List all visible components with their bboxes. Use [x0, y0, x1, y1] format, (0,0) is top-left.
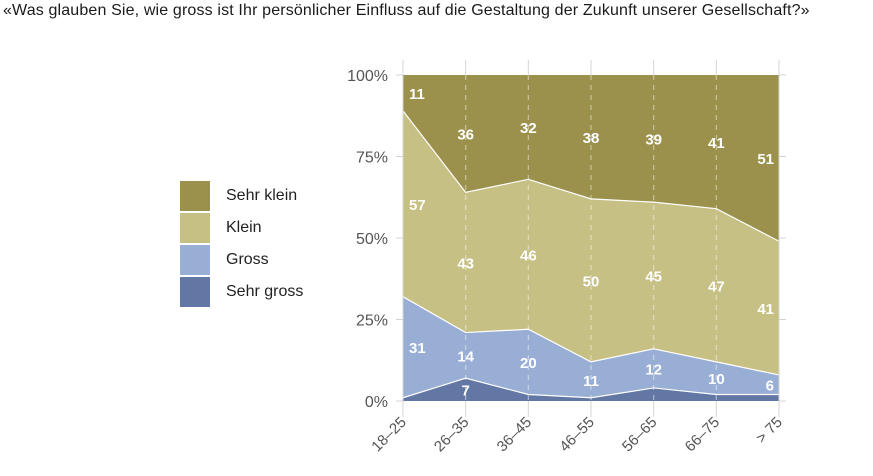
vertical-gridlines	[465, 75, 717, 401]
data-label: 50	[583, 273, 600, 290]
boundary-line	[402, 110, 780, 242]
data-label: 36	[457, 127, 474, 144]
data-label: 43	[457, 255, 474, 272]
data-label: 46	[520, 247, 537, 264]
data-label: 51	[757, 151, 774, 168]
boundary-line	[402, 377, 779, 399]
legend: Sehr klein Klein Gross Sehr gross	[180, 180, 303, 308]
x-tick-label: 46–55	[556, 414, 598, 456]
data-label: 6	[766, 378, 774, 395]
y-tick-label: 0%	[365, 394, 388, 411]
legend-swatch-gross	[180, 245, 210, 275]
x-tick-label: 36–45	[494, 414, 536, 456]
legend-item-gross: Gross	[180, 244, 303, 276]
area-sehr-klein	[403, 75, 779, 242]
data-label: 11	[409, 86, 425, 103]
data-label: 11	[583, 373, 599, 390]
data-label: 47	[708, 278, 725, 295]
x-tick-label: > 75	[753, 414, 786, 447]
data-label: 57	[409, 197, 426, 214]
y-tick-label: 50%	[356, 231, 388, 248]
x-tick-label: 18–25	[368, 414, 410, 456]
data-label: 41	[708, 135, 725, 152]
x-tick-label: 26–35	[431, 414, 473, 456]
data-label: 39	[645, 132, 662, 149]
grid-extension	[402, 60, 780, 75]
data-label: 7	[461, 383, 469, 400]
legend-item-sehr-klein: Sehr klein	[180, 180, 303, 212]
area-klein	[403, 110, 779, 375]
series-boundaries	[402, 110, 780, 399]
legend-label-sehr-gross: Sehr gross	[226, 283, 304, 300]
y-tick-label: 100%	[347, 68, 388, 85]
data-label: 10	[708, 371, 725, 388]
chart-title: «Was glauben Sie, wie gross ist Ihr pers…	[3, 2, 810, 19]
legend-item-sehr-gross: Sehr gross	[180, 276, 303, 308]
area-sehr-gross	[403, 378, 779, 401]
area-gross	[403, 296, 779, 398]
area-series	[403, 75, 779, 401]
legend-label-klein: Klein	[226, 219, 262, 236]
data-label: 31	[409, 340, 426, 357]
legend-label-gross: Gross	[226, 251, 269, 268]
data-label: 38	[583, 130, 600, 147]
y-tick-label: 25%	[356, 313, 388, 330]
x-tick-label: 56–65	[619, 414, 661, 456]
legend-swatch-sehr-gross	[180, 277, 210, 307]
x-tick-label: 66–75	[682, 414, 724, 456]
legend-label-sehr-klein: Sehr klein	[226, 187, 298, 204]
legend-swatch-sehr-klein	[180, 181, 210, 211]
data-label: 32	[520, 120, 537, 137]
data-label: 20	[520, 355, 537, 372]
legend-item-klein: Klein	[180, 212, 303, 244]
data-label: 14	[457, 348, 474, 365]
data-label: 12	[645, 361, 662, 378]
data-labels: 7 31 14 20 11 12 10 6 57 43 46 50 45 47 41 11 36 32 38 39 41…	[409, 86, 774, 400]
legend-swatch-klein	[180, 213, 210, 243]
y-tick-label: 75%	[356, 150, 388, 167]
data-label: 45	[645, 268, 662, 285]
data-label: 41	[757, 301, 774, 318]
boundary-line	[402, 296, 780, 376]
